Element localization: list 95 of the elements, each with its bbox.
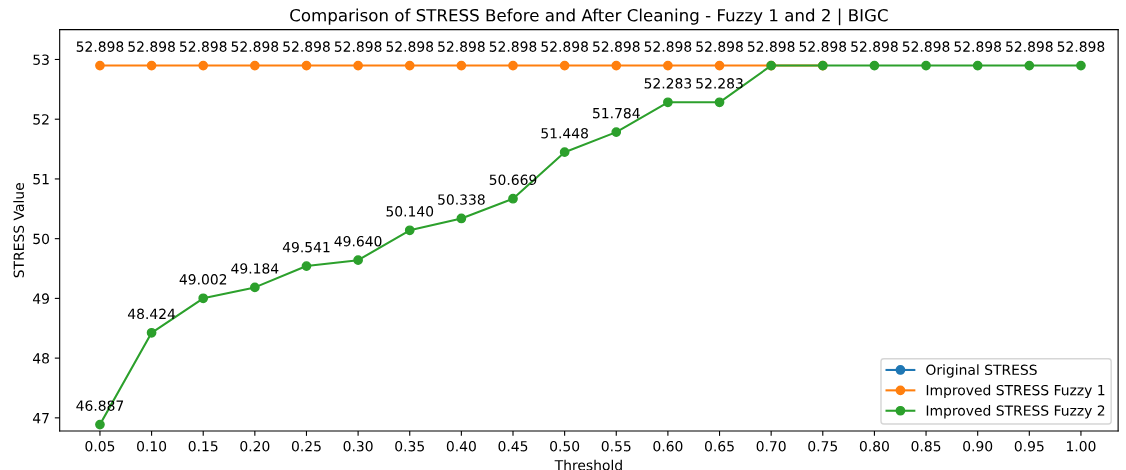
x-axis-title: Threshold [554, 459, 622, 470]
point [611, 60, 622, 71]
data-label: 52.898 [954, 41, 1002, 52]
data-label: 52.898 [902, 41, 950, 52]
data-label: 52.898 [489, 41, 537, 52]
point [95, 60, 105, 71]
x-tick-label: 0.20 [240, 440, 270, 452]
point [611, 127, 622, 137]
x-tick-label: 0.25 [291, 440, 321, 452]
x-tick-label: 0.45 [498, 440, 528, 452]
data-label: 52.898 [593, 41, 640, 52]
x-tick-label: 0.50 [550, 440, 580, 452]
x-tick-label: 0.70 [756, 440, 786, 452]
data-label: 52.898 [851, 41, 898, 52]
point [663, 60, 673, 71]
data-label: 50.338 [438, 194, 485, 205]
point [714, 97, 725, 108]
point [972, 60, 983, 71]
data-label: 51.784 [593, 107, 640, 119]
x-tick-label: 0.30 [343, 440, 373, 452]
point [353, 255, 363, 266]
point [869, 60, 880, 71]
point [663, 97, 673, 108]
point [559, 147, 570, 158]
y-tick-label: 49 [32, 293, 49, 304]
point [301, 60, 312, 71]
point [249, 282, 260, 293]
point [301, 261, 312, 271]
x-tick-label: 0.95 [1014, 440, 1044, 452]
legend-label: Improved STRESS Fuzzy 2 [926, 405, 1105, 419]
point [508, 193, 518, 204]
data-label: 52.898 [747, 41, 795, 52]
data-label: 52.898 [334, 41, 382, 52]
data-label: 52.898 [1057, 41, 1105, 52]
data-label: 49.184 [231, 263, 279, 274]
data-label: 52.898 [644, 41, 692, 52]
y-tick-label: 47 [32, 413, 49, 424]
point [146, 60, 157, 71]
data-label: 52.898 [76, 41, 124, 52]
data-label: 49.541 [282, 241, 330, 253]
data-label: 52.898 [1006, 41, 1053, 52]
x-tick-label: 0.85 [911, 440, 941, 452]
data-label: 52.283 [696, 78, 743, 89]
x-tick-label: 0.15 [188, 440, 218, 452]
point [404, 225, 415, 236]
y-tick-label: 51 [33, 174, 49, 185]
y-tick-label: 52 [33, 114, 49, 125]
y-tick-label: 53 [33, 54, 49, 65]
x-tick-label: 0.75 [808, 440, 838, 452]
legend-label: Improved STRESS Fuzzy 1 [926, 384, 1105, 399]
point [198, 60, 209, 71]
y-axis-title: STRESS Value [13, 183, 25, 278]
point [559, 60, 570, 71]
data-label: 52.898 [283, 41, 330, 52]
x-tick-label: 0.35 [395, 440, 424, 452]
point [508, 60, 518, 71]
x-tick-label: 0.10 [137, 440, 167, 452]
x-tick-label: 0.40 [446, 440, 476, 452]
point [146, 327, 157, 338]
point [456, 213, 467, 224]
point [353, 60, 363, 71]
point [95, 419, 105, 430]
y-tick-label: 50 [33, 233, 50, 245]
x-tick-label: 1.00 [1067, 440, 1096, 452]
point [198, 293, 209, 304]
data-label: 52.898 [696, 41, 743, 52]
data-label: 52.898 [386, 41, 434, 52]
data-label: 49.640 [334, 235, 382, 247]
data-label: 48.424 [127, 308, 176, 320]
x-tick-label: 0.90 [963, 440, 993, 452]
data-label: 52.898 [541, 41, 588, 52]
y-tick-label: 48 [32, 353, 49, 364]
x-tick-label: 0.60 [653, 440, 683, 452]
legend-label: Original STRESS [926, 364, 1037, 378]
data-label: 50.140 [386, 206, 434, 217]
data-label: 49.002 [179, 274, 227, 285]
point [714, 60, 725, 71]
x-tick-label: 0.55 [601, 440, 631, 452]
x-tick-label: 0.65 [704, 440, 734, 452]
x-tick-label: 0.05 [85, 440, 115, 452]
data-label: 52.283 [644, 78, 692, 89]
data-label: 52.898 [799, 41, 847, 52]
chart-title: Comparison of STRESS Before and After Cleaning - Fuzzy 1 and 2 | BIGC [290, 8, 888, 26]
data-label: 52.898 [231, 41, 279, 52]
point [404, 60, 415, 71]
point [921, 60, 931, 71]
data-label: 52.898 [128, 41, 175, 52]
point [1024, 60, 1035, 71]
point [249, 60, 260, 71]
data-label: 52.898 [179, 41, 227, 52]
data-label: 52.898 [438, 41, 485, 52]
data-label: 51.448 [541, 127, 588, 139]
point [456, 60, 467, 71]
x-tick-label: 0.80 [859, 440, 889, 452]
point [1076, 60, 1086, 71]
